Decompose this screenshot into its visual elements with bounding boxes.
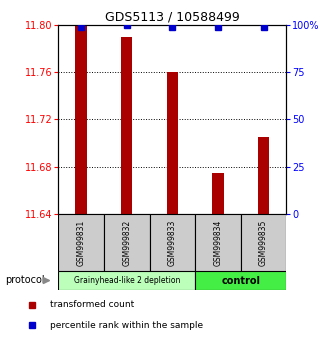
Text: percentile rank within the sample: percentile rank within the sample bbox=[50, 321, 203, 330]
Bar bbox=[241, 214, 286, 271]
Bar bbox=[58, 214, 104, 271]
Bar bbox=[258, 137, 269, 214]
Bar bbox=[121, 36, 133, 214]
Bar bbox=[75, 25, 87, 214]
Bar bbox=[150, 214, 195, 271]
Text: Grainyhead-like 2 depletion: Grainyhead-like 2 depletion bbox=[74, 276, 180, 285]
Bar bbox=[195, 214, 241, 271]
Text: transformed count: transformed count bbox=[50, 301, 134, 309]
Text: protocol: protocol bbox=[5, 275, 44, 285]
Text: GSM999834: GSM999834 bbox=[213, 219, 222, 266]
Text: GSM999833: GSM999833 bbox=[168, 219, 177, 266]
Bar bbox=[195, 271, 286, 290]
Text: GSM999832: GSM999832 bbox=[122, 219, 131, 266]
Bar bbox=[58, 271, 195, 290]
Bar bbox=[212, 173, 224, 214]
Text: GSM999835: GSM999835 bbox=[259, 219, 268, 266]
Text: GSM999831: GSM999831 bbox=[77, 219, 86, 266]
Text: control: control bbox=[221, 275, 260, 286]
Bar bbox=[104, 214, 150, 271]
Title: GDS5113 / 10588499: GDS5113 / 10588499 bbox=[105, 11, 240, 24]
Bar bbox=[166, 72, 178, 214]
